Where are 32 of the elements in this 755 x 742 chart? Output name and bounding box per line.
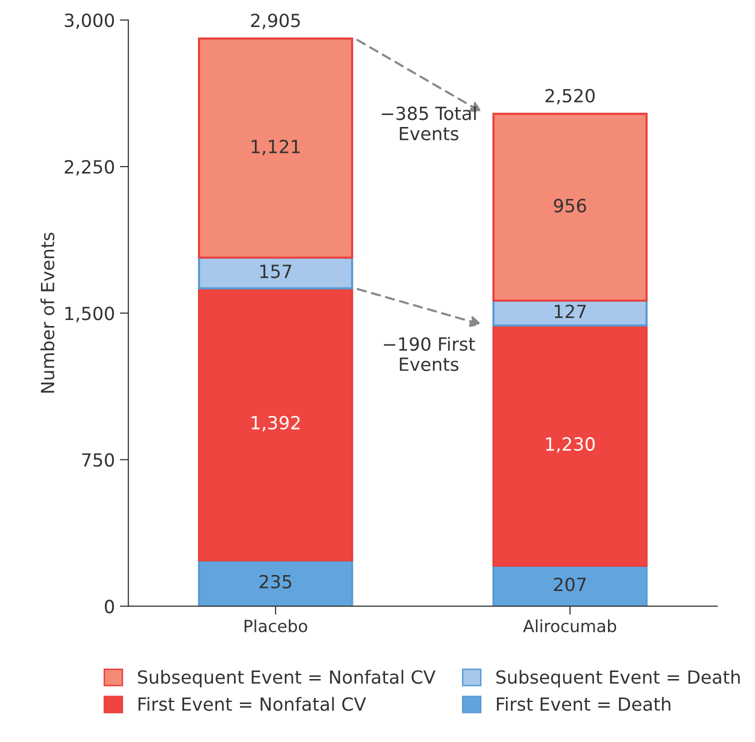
x-tick-label: Alirocumab	[523, 619, 616, 632]
bar	[492, 112, 648, 302]
data-label: 1,121	[252, 140, 300, 156]
bar	[492, 324, 648, 567]
total-label: 2,520	[546, 88, 595, 104]
bar	[492, 300, 648, 326]
y-tick-label: 1,500	[65, 306, 114, 322]
annotation: −190 First Events	[384, 336, 475, 372]
bar	[198, 559, 354, 606]
legend-label: First Event = Death	[496, 696, 670, 711]
data-label: 207	[554, 578, 586, 592]
data-label: 1,392	[252, 416, 300, 432]
x-tick-label: Placebo	[244, 619, 308, 632]
bar	[492, 564, 648, 606]
annotation: −385 Total Events	[382, 106, 476, 140]
legend-label: Subsequent Event = Nonfatal CV	[138, 670, 436, 688]
data-label: 1,230	[546, 437, 595, 453]
legend-label: First Event = Nonfatal CV	[138, 696, 366, 711]
bar	[198, 256, 354, 290]
y-tick-label: 2,250	[64, 160, 114, 176]
data-label: 127	[554, 304, 586, 318]
y-tick-label: 3,000	[64, 13, 114, 29]
data-label: 956	[554, 198, 586, 212]
y-tick-label: 750	[82, 453, 114, 467]
data-label: 235	[260, 574, 292, 588]
bar	[198, 287, 354, 562]
data-label: 157	[260, 264, 292, 278]
total-label: 2,905	[251, 14, 300, 30]
y-tick-label: 0	[104, 600, 114, 614]
legend-label: Subsequent Event = Death	[496, 670, 740, 688]
y-axis-title: Number of Events	[40, 232, 54, 393]
bar	[198, 38, 354, 259]
